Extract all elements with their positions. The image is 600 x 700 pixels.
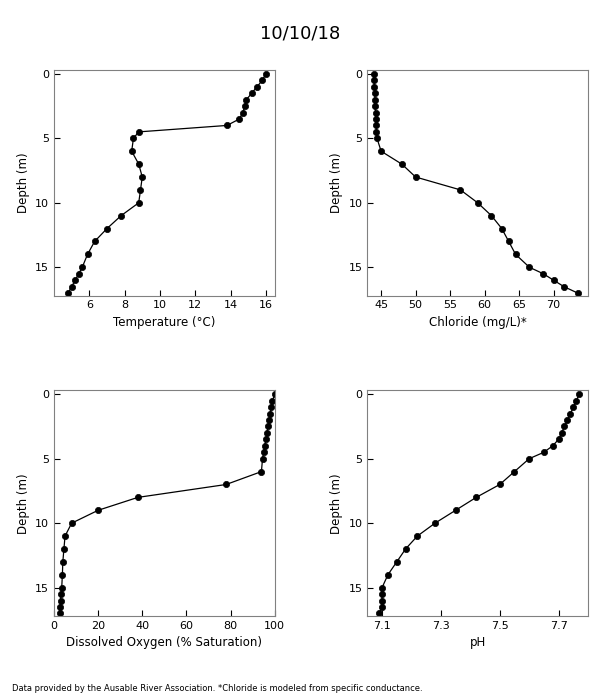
X-axis label: pH: pH <box>470 636 486 650</box>
Y-axis label: Depth (m): Depth (m) <box>17 473 29 533</box>
Text: 10/10/18: 10/10/18 <box>260 25 340 43</box>
Y-axis label: Depth (m): Depth (m) <box>330 473 343 533</box>
X-axis label: Dissolved Oxygen (% Saturation): Dissolved Oxygen (% Saturation) <box>67 636 262 650</box>
Y-axis label: Depth (m): Depth (m) <box>17 153 29 213</box>
Y-axis label: Depth (m): Depth (m) <box>330 153 343 213</box>
X-axis label: Chloride (mg/L)*: Chloride (mg/L)* <box>429 316 527 329</box>
Text: Data provided by the Ausable River Association. *Chloride is modeled from specif: Data provided by the Ausable River Assoc… <box>12 684 422 693</box>
X-axis label: Temperature (°C): Temperature (°C) <box>113 316 215 329</box>
